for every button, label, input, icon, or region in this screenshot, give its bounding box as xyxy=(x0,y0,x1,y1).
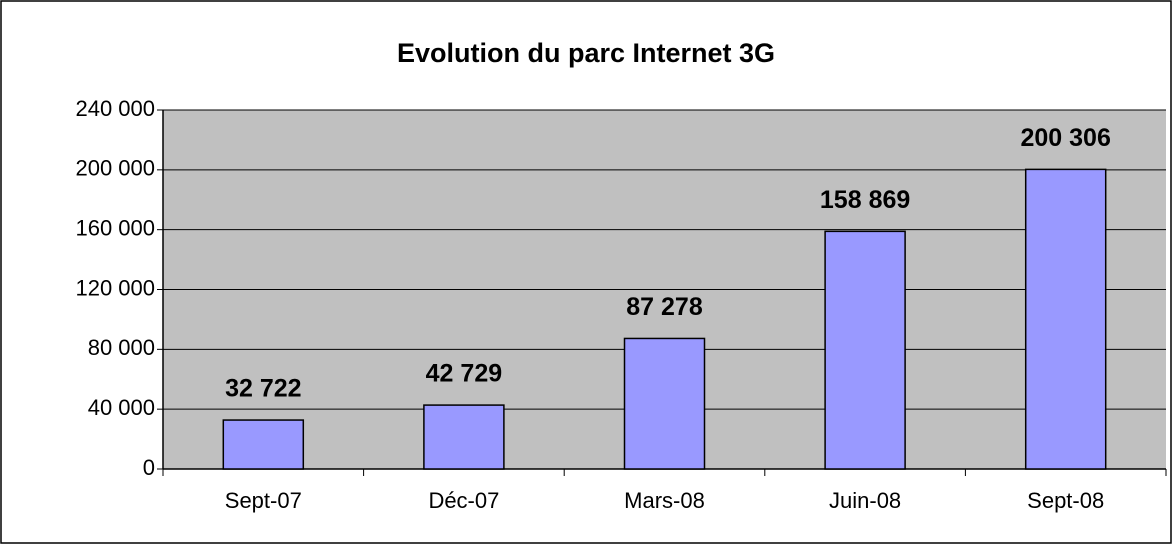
x-tick-label: Mars-08 xyxy=(624,488,705,513)
y-tick-label: 0 xyxy=(143,455,155,480)
y-tick-label: 40 000 xyxy=(88,395,155,420)
y-tick-label: 160 000 xyxy=(75,215,155,240)
x-tick-label: Sept-07 xyxy=(225,488,302,513)
data-label: 158 869 xyxy=(820,186,910,214)
bar xyxy=(1024,168,1107,470)
chart-title: Evolution du parc Internet 3G xyxy=(397,38,775,68)
y-tick-label: 200 000 xyxy=(75,156,155,181)
bar xyxy=(423,404,505,470)
bar xyxy=(623,337,706,470)
data-label: 87 278 xyxy=(626,293,703,321)
x-tick-label: Juin-08 xyxy=(829,488,901,513)
y-tick-label: 240 000 xyxy=(75,96,155,121)
y-tick-label: 80 000 xyxy=(88,335,155,360)
y-tick-label: 120 000 xyxy=(75,275,155,300)
x-tick-label: Déc-07 xyxy=(428,488,499,513)
x-tick-label: Sept-08 xyxy=(1027,488,1104,513)
bar xyxy=(824,230,906,470)
data-label: 42 729 xyxy=(426,360,502,388)
data-label: 200 306 xyxy=(1021,124,1111,152)
bar xyxy=(222,419,305,470)
data-label: 32 722 xyxy=(225,375,301,403)
